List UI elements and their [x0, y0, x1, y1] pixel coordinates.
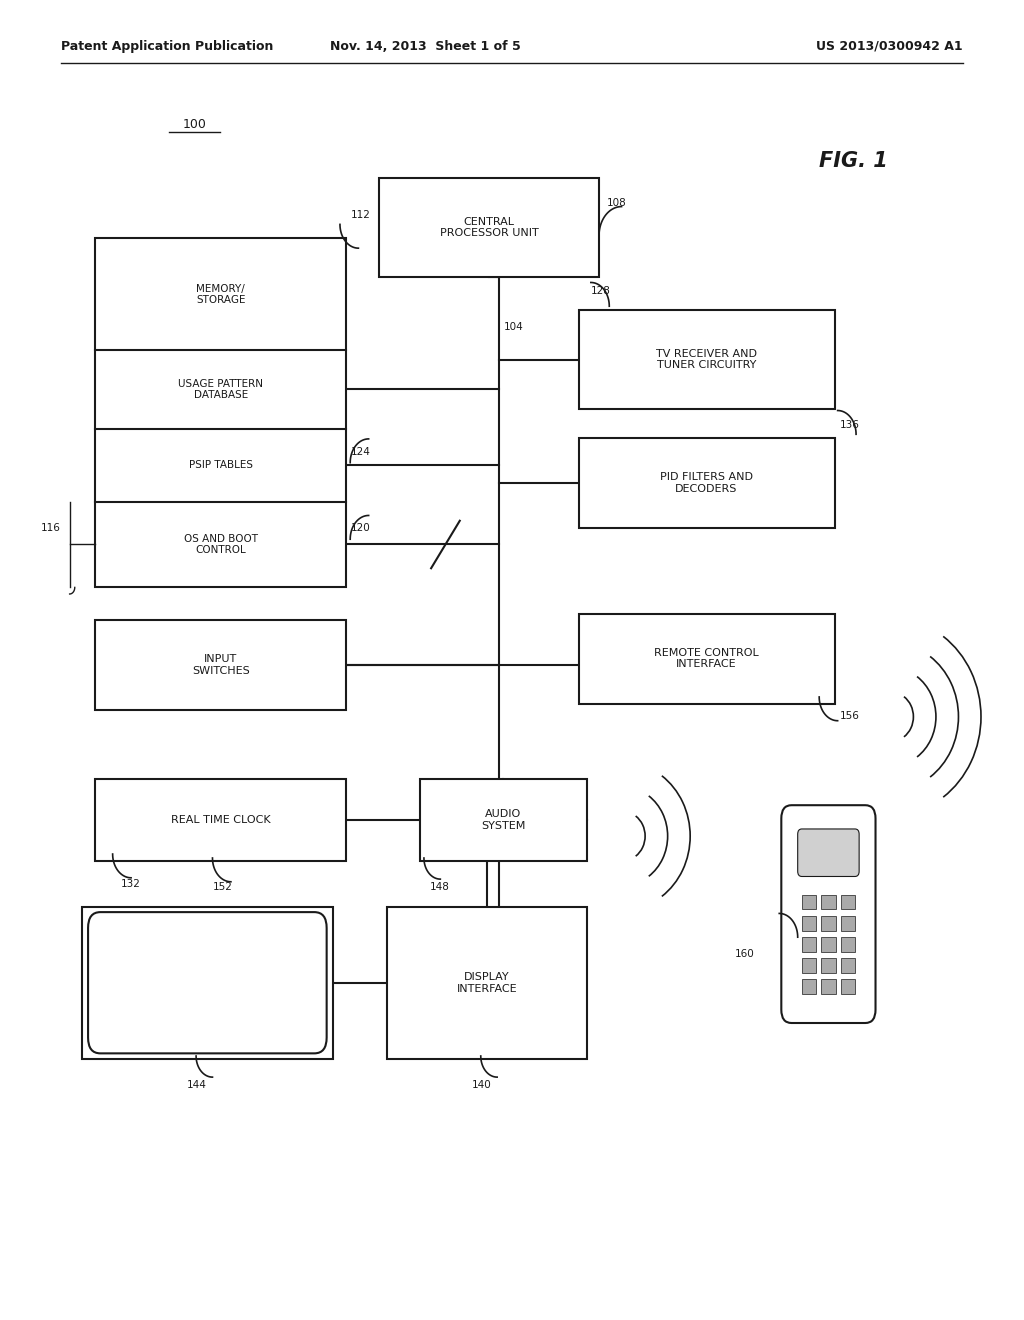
Text: 128: 128 — [591, 286, 610, 297]
FancyBboxPatch shape — [88, 912, 327, 1053]
FancyBboxPatch shape — [579, 614, 835, 704]
FancyBboxPatch shape — [798, 829, 859, 876]
Text: TV RECEIVER AND
TUNER CIRCUITRY: TV RECEIVER AND TUNER CIRCUITRY — [656, 348, 757, 371]
Bar — [802, 937, 816, 952]
Text: 152: 152 — [213, 882, 232, 892]
Text: US 2013/0300942 A1: US 2013/0300942 A1 — [816, 40, 963, 53]
FancyBboxPatch shape — [95, 620, 346, 710]
Text: 132: 132 — [121, 879, 140, 890]
Text: Patent Application Publication: Patent Application Publication — [61, 40, 273, 53]
FancyBboxPatch shape — [379, 178, 599, 277]
Bar — [802, 895, 816, 909]
Bar — [841, 958, 855, 973]
Text: DISPLAY PANEL: DISPLAY PANEL — [165, 978, 250, 987]
Bar — [821, 916, 836, 931]
Text: Nov. 14, 2013  Sheet 1 of 5: Nov. 14, 2013 Sheet 1 of 5 — [330, 40, 520, 53]
Bar — [841, 937, 855, 952]
Text: 112: 112 — [351, 210, 371, 220]
FancyBboxPatch shape — [95, 779, 346, 861]
Text: 160: 160 — [735, 949, 755, 960]
FancyBboxPatch shape — [387, 907, 587, 1059]
Text: 108: 108 — [607, 198, 627, 209]
Text: MEMORY/
STORAGE: MEMORY/ STORAGE — [196, 284, 246, 305]
Bar — [802, 979, 816, 994]
FancyBboxPatch shape — [82, 907, 333, 1059]
Text: AUDIO
SYSTEM: AUDIO SYSTEM — [481, 809, 525, 830]
Bar — [821, 937, 836, 952]
Text: CENTRAL
PROCESSOR UNIT: CENTRAL PROCESSOR UNIT — [439, 216, 539, 239]
Text: 144: 144 — [187, 1080, 207, 1090]
Text: USAGE PATTERN
DATABASE: USAGE PATTERN DATABASE — [178, 379, 263, 400]
Bar — [821, 979, 836, 994]
FancyBboxPatch shape — [579, 310, 835, 409]
Text: FIG. 1: FIG. 1 — [819, 150, 888, 172]
Text: OS AND BOOT
CONTROL: OS AND BOOT CONTROL — [183, 533, 258, 556]
Bar — [841, 916, 855, 931]
Text: 120: 120 — [351, 523, 371, 533]
Text: REMOTE CONTROL
INTERFACE: REMOTE CONTROL INTERFACE — [654, 648, 759, 669]
Text: 116: 116 — [41, 523, 61, 533]
Text: PSIP TABLES: PSIP TABLES — [188, 461, 253, 470]
Bar — [802, 916, 816, 931]
Text: 140: 140 — [471, 1080, 492, 1090]
Bar — [841, 979, 855, 994]
FancyBboxPatch shape — [95, 238, 346, 587]
Text: PID FILTERS AND
DECODERS: PID FILTERS AND DECODERS — [660, 473, 753, 494]
Text: INPUT
SWITCHES: INPUT SWITCHES — [191, 655, 250, 676]
FancyBboxPatch shape — [781, 805, 876, 1023]
Bar — [821, 958, 836, 973]
Text: REAL TIME CLOCK: REAL TIME CLOCK — [171, 814, 270, 825]
Bar — [841, 895, 855, 909]
FancyBboxPatch shape — [579, 438, 835, 528]
Text: 156: 156 — [840, 711, 859, 722]
Text: 104: 104 — [504, 322, 523, 333]
Text: 148: 148 — [430, 882, 450, 892]
Text: DISPLAY
INTERFACE: DISPLAY INTERFACE — [457, 972, 517, 994]
Text: 136: 136 — [840, 420, 859, 430]
Bar — [821, 895, 836, 909]
Bar — [802, 958, 816, 973]
Text: 100: 100 — [182, 117, 207, 131]
FancyBboxPatch shape — [420, 779, 587, 861]
Text: 124: 124 — [351, 446, 371, 457]
